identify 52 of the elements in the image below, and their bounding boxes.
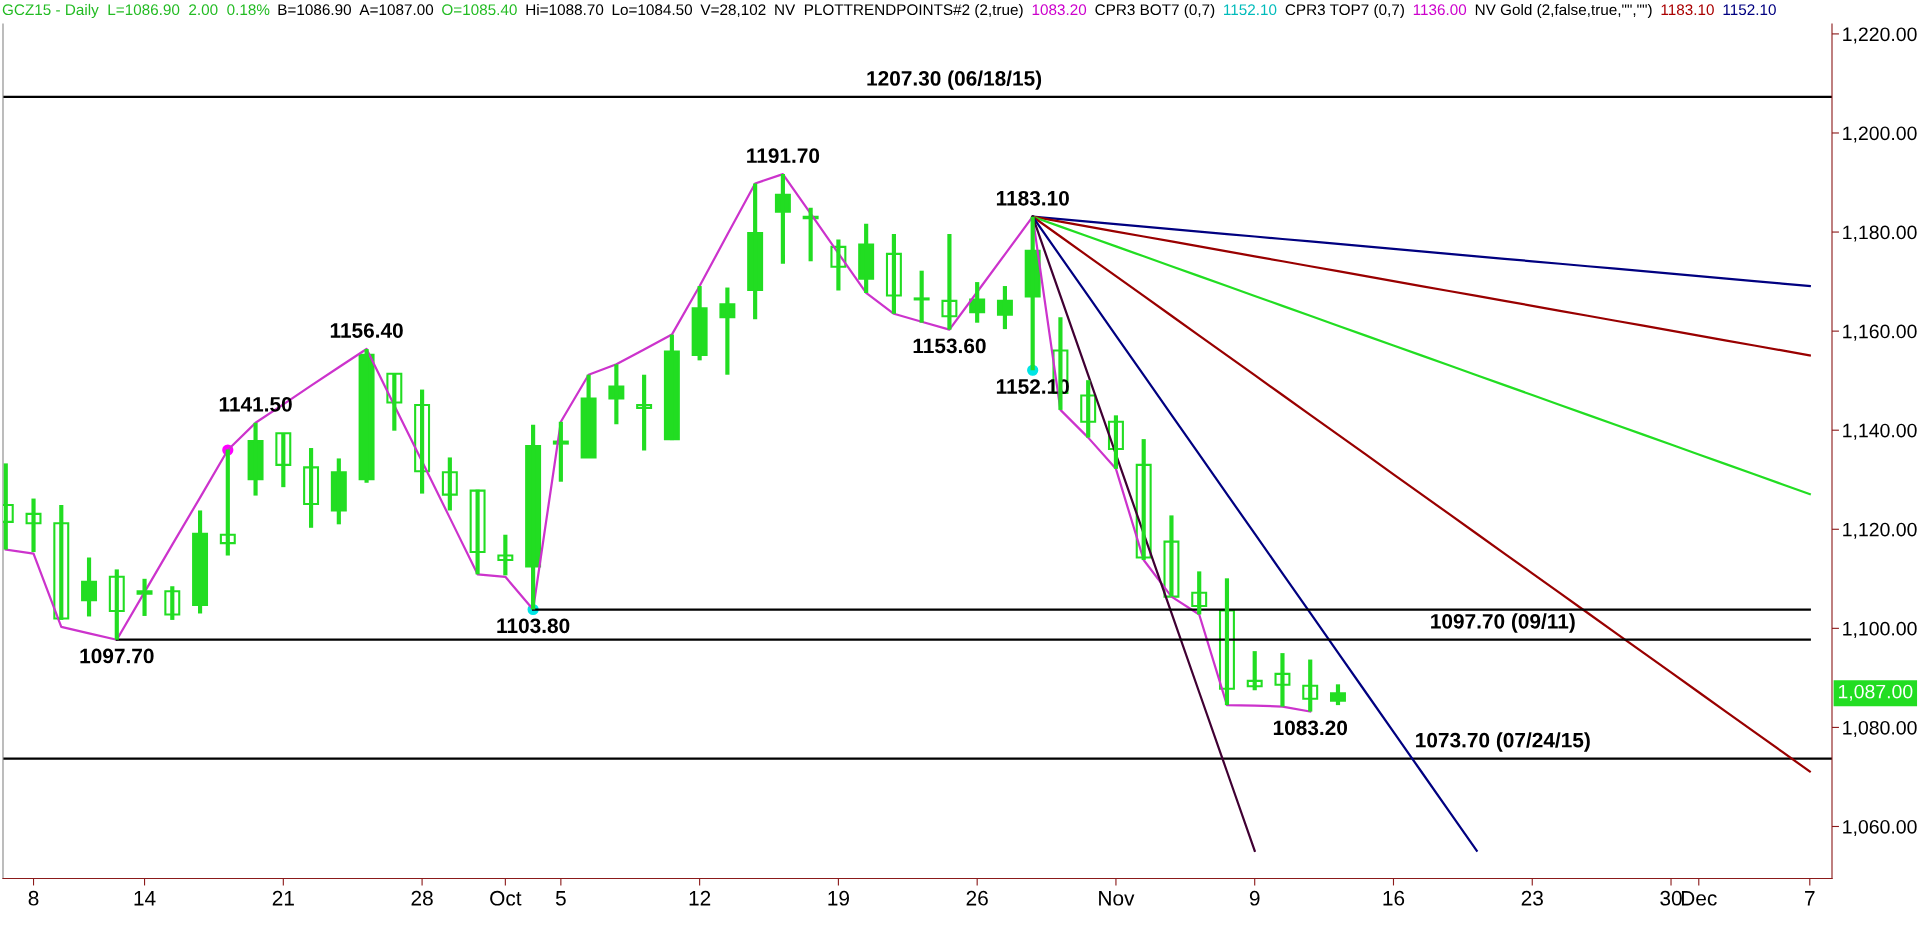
text: NV PLOTTRENDPOINTS#2 (2,true): [775, 3, 1023, 19]
text: 1152.10: [1723, 4, 1776, 16]
y-tick-label: 1,060.00: [1843, 819, 1917, 837]
annotation: 1103.80: [497, 618, 570, 634]
x-tick-label: 5: [555, 891, 566, 906]
text: O=1085.40: [442, 4, 517, 16]
y-tick-label: 1,160.00: [1843, 324, 1917, 341]
annotation: 1153.60: [913, 338, 986, 354]
x-tick-label: Oct: [490, 890, 522, 906]
text: 1083.20: [1032, 4, 1087, 16]
x-tick-label: 14: [134, 891, 156, 906]
x-tick-label: 16: [1383, 890, 1405, 906]
x-tick-label: 21: [272, 890, 294, 906]
annotation: 1083.20: [1273, 720, 1348, 736]
text: 1,087.00: [1838, 684, 1913, 701]
text: 1152.10: [1224, 4, 1277, 16]
x-tick-label: Dec: [1681, 891, 1717, 906]
y-tick-label: 1,100.00: [1843, 621, 1917, 638]
text: NV Gold (2,false,true,"",""): [1475, 3, 1652, 19]
y-tick-label: 1,080.00: [1843, 720, 1917, 737]
y-tick-label: 1,120.00: [1843, 522, 1917, 539]
chart-title: GCZ15 - Daily L=1086.90 2.00 0.18%: [2, 3, 270, 19]
annotation: 1156.40: [330, 323, 403, 338]
text: A=1087.00: [359, 4, 434, 16]
x-tick-label: 26: [966, 890, 988, 906]
text: 1136.00: [1413, 4, 1467, 16]
x-tick-label: 9: [1249, 890, 1260, 906]
text: Hi=1088.70: [526, 3, 604, 16]
x-tick-label: 28: [411, 890, 433, 906]
ref-line-label: 1207.30 (06/18/15): [867, 70, 1042, 90]
annotation: 1183.10: [996, 190, 1069, 206]
text: B=1086.90: [278, 4, 351, 16]
text: CPR3 TOP7 (0,7): [1285, 3, 1404, 19]
text: 1183.10: [1661, 4, 1714, 16]
x-tick-label: 7: [1805, 891, 1815, 906]
x-tick-label: 30: [1660, 890, 1682, 906]
y-tick-label: 1,180.00: [1843, 225, 1917, 242]
text: V=28,102: [700, 4, 766, 17]
x-tick-label: 12: [689, 890, 711, 906]
text: Lo=1084.50: [612, 4, 693, 16]
annotation: 1097.70: [80, 648, 154, 664]
ref-line-label: 1073.70 (07/24/15): [1416, 732, 1590, 752]
x-tick-label: 19: [828, 890, 849, 906]
x-tick-label: 23: [1521, 890, 1543, 906]
x-tick-label: Nov: [1099, 891, 1135, 906]
series-label: 1097.70 (09/11): [1431, 613, 1575, 633]
y-tick-label: 1,200.00: [1843, 126, 1917, 143]
annotation: 1191.70: [747, 148, 820, 164]
x-tick-label: 8: [28, 890, 39, 906]
y-tick-label: 1,140.00: [1843, 423, 1917, 440]
text: CPR3 BOT7 (0,7): [1095, 3, 1215, 19]
y-tick-label: 1,220.00: [1843, 27, 1917, 44]
